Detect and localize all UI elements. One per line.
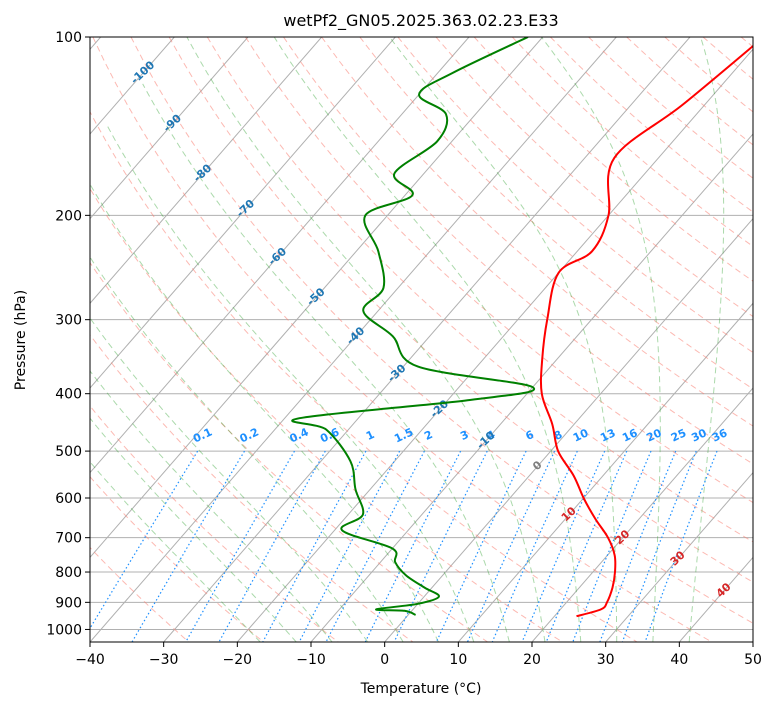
moist-adiabat [90, 317, 369, 642]
moist-adiabat [105, 123, 475, 642]
moist-adiabat [90, 370, 333, 642]
dry-adiabat [244, 37, 753, 504]
x-tick-label: 40 [670, 652, 688, 668]
x-tick-label: −30 [149, 652, 179, 668]
plot-frame [89, 36, 754, 643]
moist-adiabat [541, 37, 661, 642]
background-lines [90, 37, 753, 642]
mixing-ratio-line [644, 450, 718, 642]
y-tick-label: 600 [55, 491, 82, 507]
y-tick-label: 500 [55, 444, 82, 460]
y-axis: 100 200 300 400 500 600 700 800 900 1000 [46, 30, 90, 638]
isotherm-line [90, 37, 396, 389]
isotherm-line [384, 217, 753, 642]
chart-title: wetPf2_GN05.2025.363.02.23.E33 [283, 11, 558, 31]
mixing-ratio-line [298, 450, 401, 642]
moist-adiabat [273, 37, 582, 642]
mixing-ratio-line [599, 450, 677, 642]
mixing-ratio-line [466, 450, 556, 642]
mixing-ratio-label: 20 [644, 426, 664, 444]
x-tick-label: 10 [449, 652, 467, 668]
dry-adiabat [90, 475, 264, 642]
mixing-ratio-line [325, 450, 425, 642]
isotherm-line [90, 37, 470, 474]
dry-adiabat [90, 334, 414, 642]
mixing-ratio-label: 10 [571, 426, 591, 444]
series-layer [291, 37, 753, 618]
x-axis-label: Temperature (°C) [360, 681, 482, 697]
y-tick-label: 800 [55, 565, 82, 581]
isotherm-line [90, 37, 249, 220]
mixing-ratio-label: 36 [710, 426, 730, 444]
y-tick-label: 200 [55, 208, 82, 224]
dry-adiabat [90, 110, 638, 642]
y-tick-label: 100 [55, 30, 82, 46]
moist-adiabat [90, 256, 404, 642]
mixing-ratio-line [621, 450, 697, 642]
dewpoint-profile [291, 37, 536, 616]
isotherm-line [163, 37, 691, 642]
mixing-ratio-label: 25 [669, 426, 688, 444]
x-axis: −40 −30 −20 −10 0 10 20 30 40 50 [75, 642, 762, 668]
x-tick-label: 20 [523, 652, 541, 668]
isotherm-line [531, 387, 753, 642]
isotherm-line [605, 471, 753, 642]
dry-adiabat [130, 37, 753, 624]
y-axis-label: Pressure (hPa) [13, 290, 29, 390]
isotherm-line [236, 48, 753, 642]
y-tick-label: 900 [55, 595, 82, 611]
dry-adiabat [359, 37, 753, 390]
mixing-ratio-label: 16 [620, 426, 640, 444]
y-tick-label: 700 [55, 531, 82, 547]
mixing-ratio-line [572, 450, 652, 642]
isotherm-line [90, 37, 617, 642]
moist-adiabat [186, 37, 546, 642]
isotherm-line [457, 302, 753, 642]
x-tick-label: 50 [744, 652, 762, 668]
x-tick-label: 30 [597, 652, 615, 668]
dry-adiabat [435, 37, 753, 318]
dry-adiabat [90, 187, 563, 642]
mixing-ratio-label: 30 [689, 426, 709, 444]
mixing-ratio-line [435, 450, 527, 642]
y-tick-label: 300 [55, 313, 82, 329]
isotherm-line [90, 37, 544, 559]
x-tick-label: −40 [75, 652, 105, 668]
dry-adiabat [397, 37, 753, 354]
mixing-ratio-line [90, 450, 199, 630]
dry-adiabat [168, 37, 753, 583]
isotherm-line [90, 37, 323, 305]
mixing-ratio-line [364, 450, 462, 642]
grid-layer [90, 37, 753, 642]
y-tick-label: 400 [55, 387, 82, 403]
x-tick-label: 0 [380, 652, 389, 668]
moist-adiabat [688, 37, 725, 642]
y-tick-label: 1000 [46, 622, 82, 638]
mixing-ratio-label: 13 [598, 426, 617, 444]
mixing-ratio-line [218, 450, 326, 642]
x-tick-label: −10 [296, 652, 326, 668]
dry-adiabat [206, 37, 753, 543]
moist-adiabat [142, 83, 510, 642]
dry-adiabat [92, 37, 712, 642]
temperature-profile [539, 44, 753, 618]
moist-adiabat [90, 417, 297, 642]
dry-adiabat [90, 261, 488, 642]
x-tick-label: −20 [223, 652, 253, 668]
mixing-ratio-line [393, 450, 488, 642]
mixing-ratio-line [262, 450, 367, 642]
mixing-ratio-line [185, 450, 296, 642]
